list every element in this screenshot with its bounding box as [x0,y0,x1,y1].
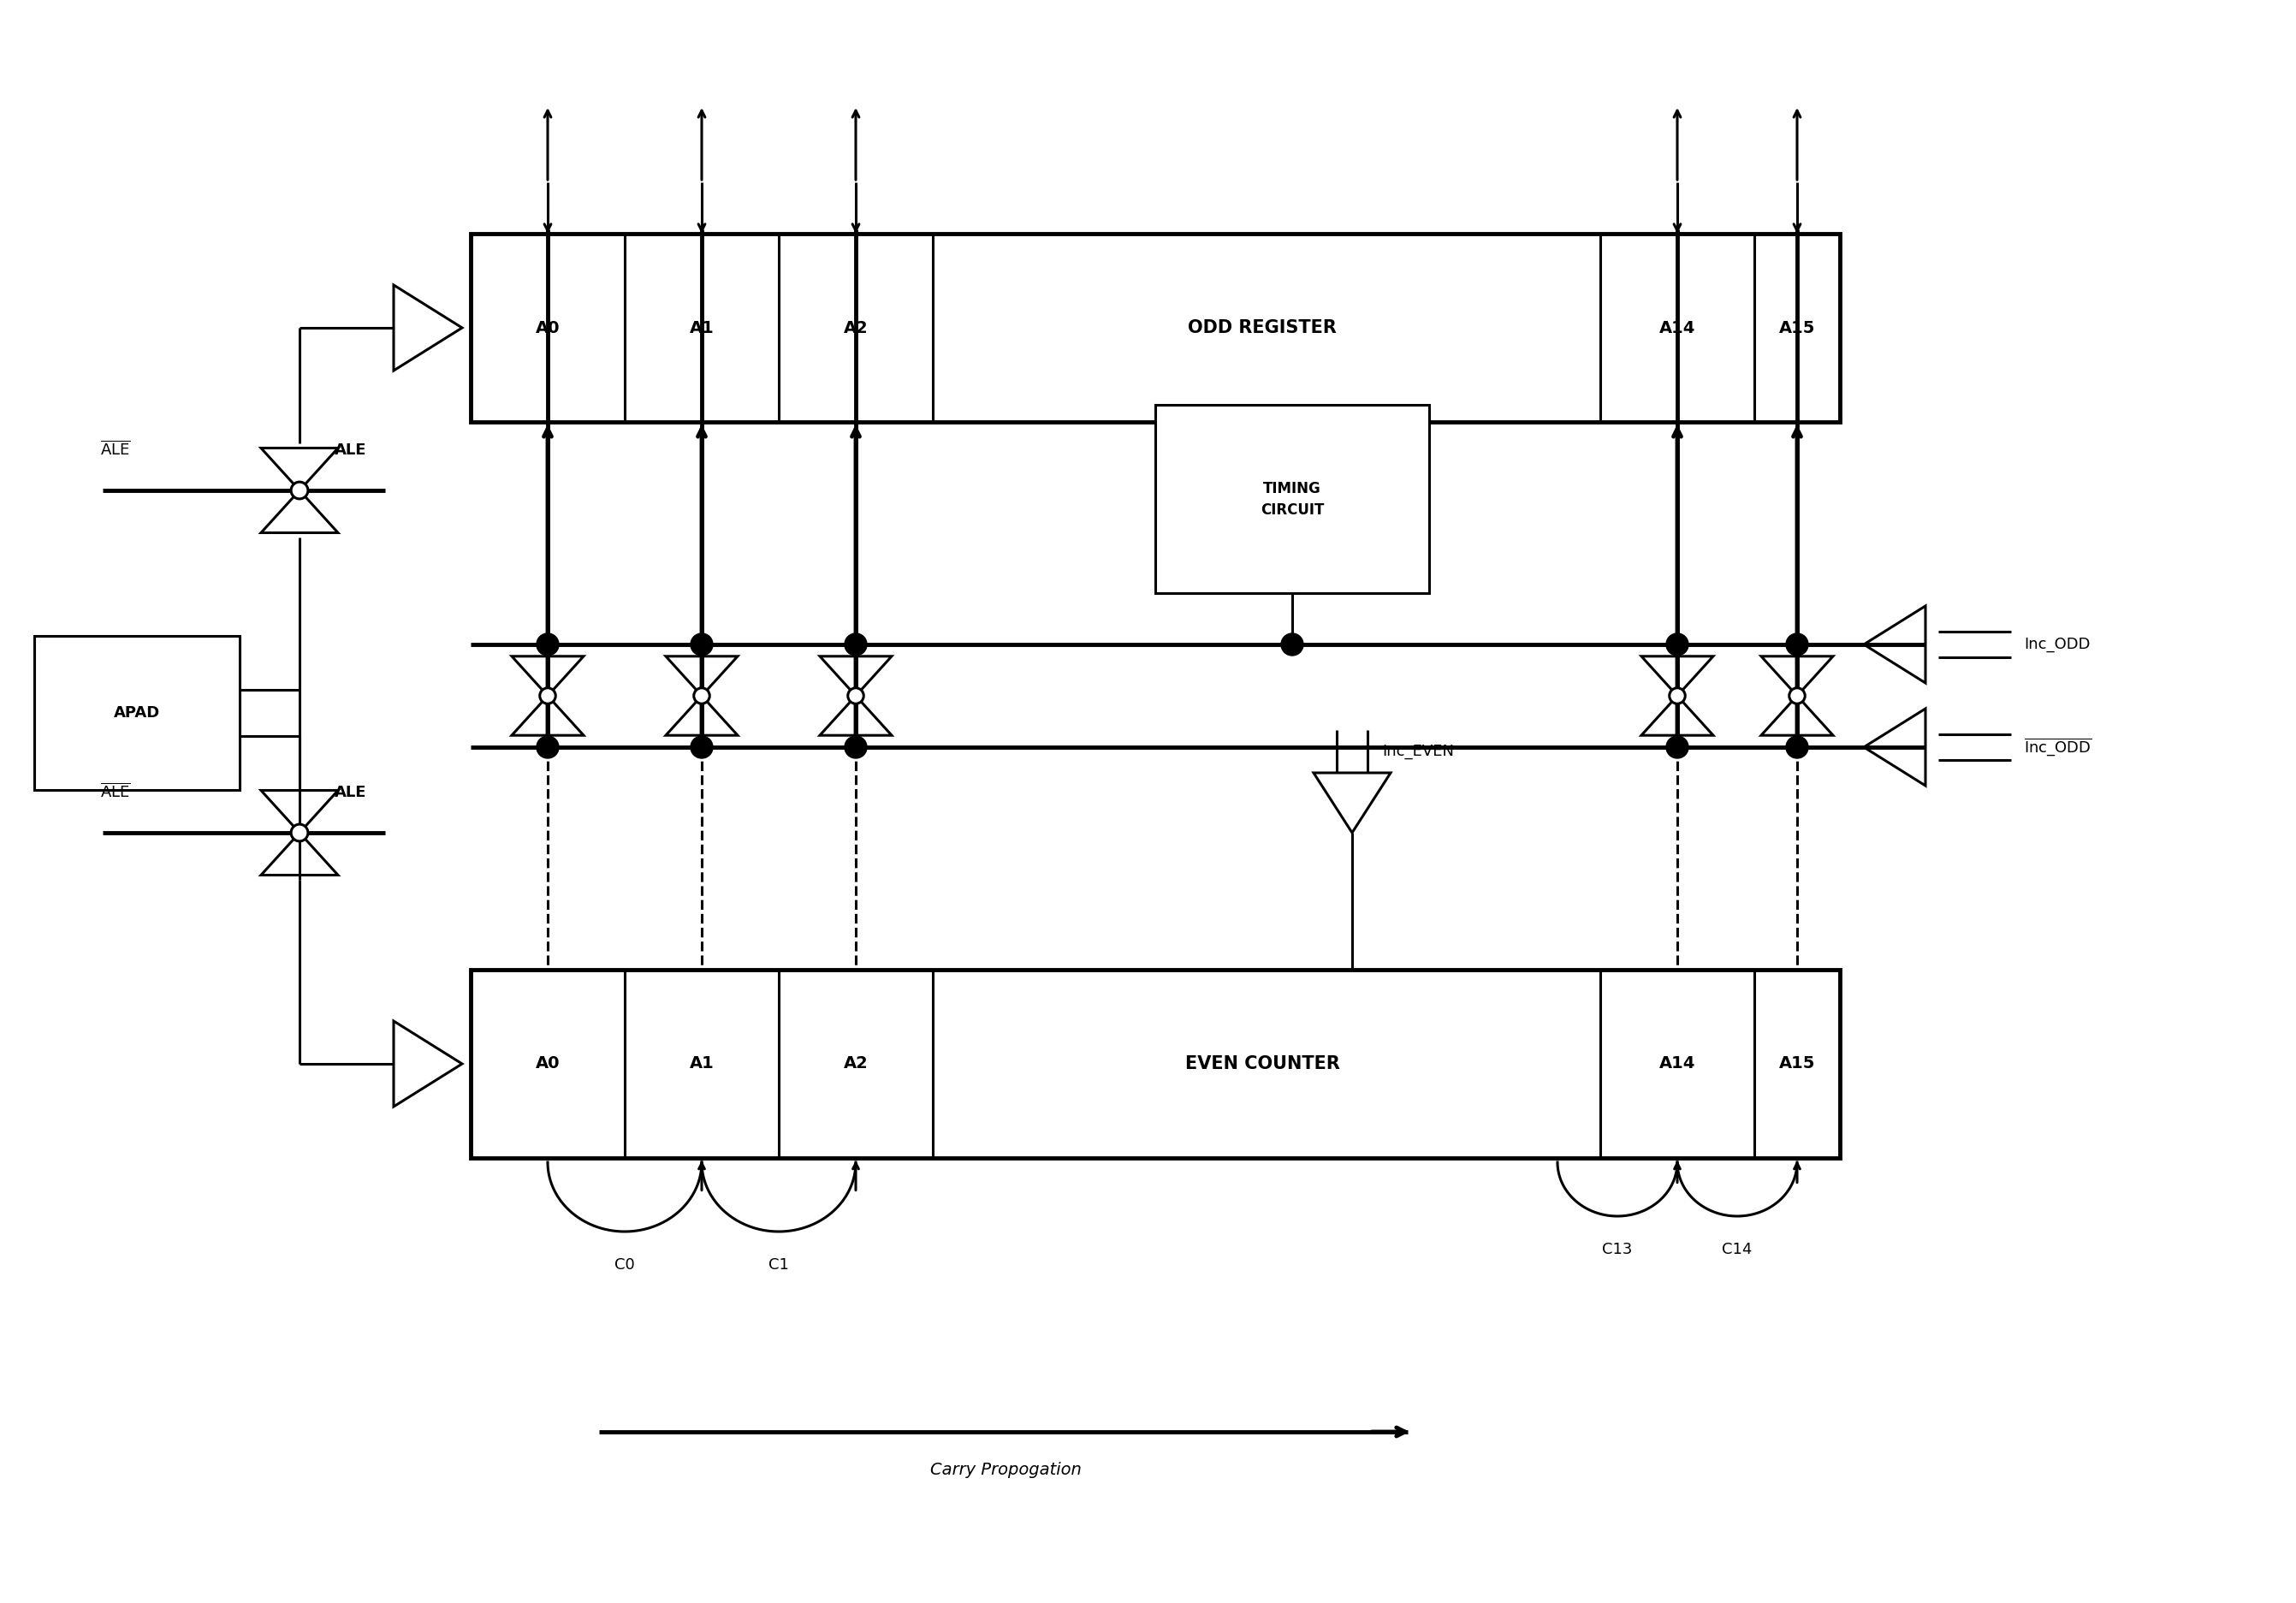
Text: A0: A0 [535,319,560,337]
Text: C0: C0 [615,1257,636,1273]
Circle shape [537,736,558,758]
Text: C1: C1 [769,1257,790,1273]
Text: EVEN COUNTER: EVEN COUNTER [1185,1055,1339,1072]
Text: A15: A15 [1779,1056,1816,1072]
Text: C14: C14 [1722,1242,1752,1257]
Text: C13: C13 [1603,1242,1632,1257]
Circle shape [691,633,712,656]
Circle shape [1669,688,1685,704]
Circle shape [1667,736,1688,758]
Circle shape [292,483,308,499]
Text: A14: A14 [1660,1056,1694,1072]
Circle shape [1667,633,1688,656]
Bar [471,970,1839,1157]
Circle shape [537,633,558,656]
Text: $\overline{\mathrm{ALE}}$: $\overline{\mathrm{ALE}}$ [101,782,131,800]
Text: Carry Propogation: Carry Propogation [930,1462,1081,1478]
Circle shape [1786,633,1809,656]
Text: A2: A2 [843,319,868,337]
Text: $\overline{\mathrm{Inc\_ODD}}$: $\overline{\mathrm{Inc\_ODD}}$ [2023,737,2092,758]
Text: A15: A15 [1779,319,1816,337]
Bar [34,636,239,790]
Text: A1: A1 [689,1056,714,1072]
Text: ALE: ALE [335,785,367,800]
Text: ODD REGISTER: ODD REGISTER [1187,319,1336,337]
Text: Inc_ODD: Inc_ODD [2023,636,2089,652]
Bar [471,234,1839,422]
Text: A14: A14 [1660,319,1694,337]
Circle shape [693,688,709,704]
Circle shape [691,736,712,758]
Circle shape [1281,633,1304,656]
Circle shape [1789,688,1805,704]
Text: $\overline{\mathrm{ALE}}$: $\overline{\mathrm{ALE}}$ [101,441,131,458]
Bar [1155,406,1428,593]
Circle shape [845,736,868,758]
Text: A2: A2 [843,1056,868,1072]
Circle shape [847,688,863,704]
Circle shape [540,688,556,704]
Text: A0: A0 [535,1056,560,1072]
Text: TIMING
CIRCUIT: TIMING CIRCUIT [1261,481,1325,518]
Text: Inc_EVEN: Inc_EVEN [1382,744,1453,760]
Text: APAD: APAD [115,705,161,721]
Circle shape [845,633,868,656]
Circle shape [1786,736,1809,758]
Text: ALE: ALE [335,442,367,458]
Text: A1: A1 [689,319,714,337]
Circle shape [292,824,308,842]
